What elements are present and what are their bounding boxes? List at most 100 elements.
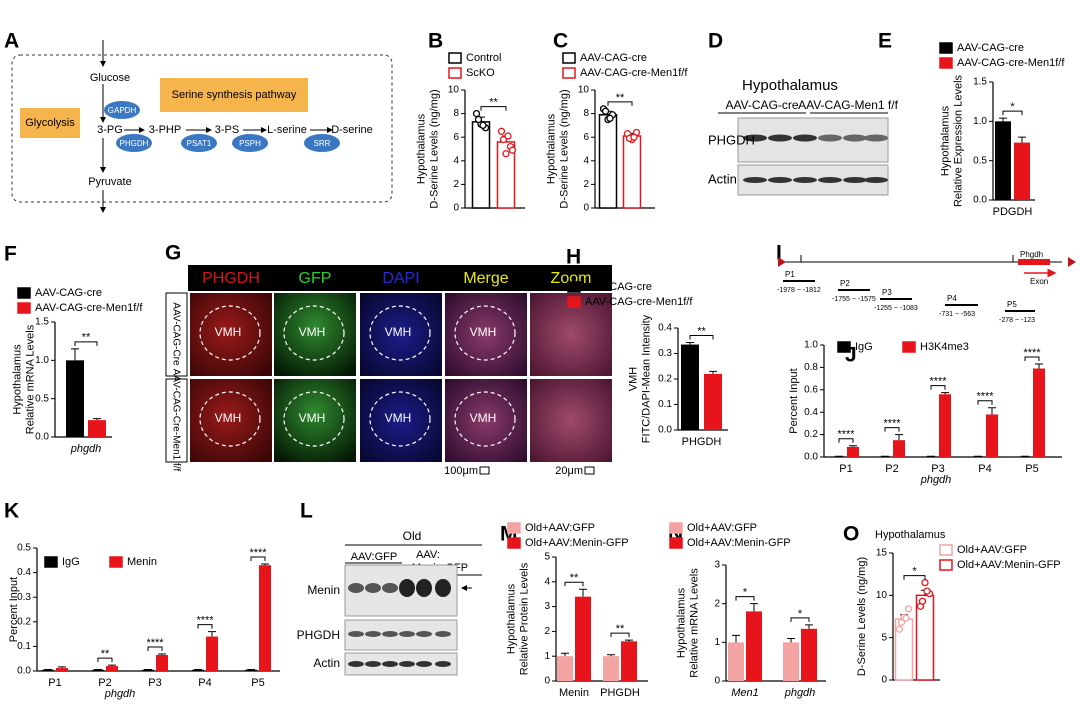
- y-tick-label: 0: [714, 676, 720, 687]
- error-bar: [941, 392, 949, 395]
- significance-label: ****: [1023, 347, 1041, 359]
- significance-bracket: [1002, 110, 1023, 116]
- y-axis-label: Hypothalamus: [675, 587, 687, 658]
- legend-swatch: [562, 52, 576, 64]
- x-axis-label: phgdh: [104, 688, 136, 700]
- error-bar: [561, 652, 569, 657]
- error-bar: [58, 666, 66, 669]
- y-tick-label: 1.0: [973, 116, 987, 127]
- y-tick-label: 0.0: [804, 452, 818, 463]
- significance-bracket: [564, 581, 584, 587]
- metabolite: Glucose: [90, 72, 130, 84]
- data-point: [502, 150, 510, 158]
- metabolite: Pyruvate: [88, 176, 131, 188]
- error-bar: [607, 654, 615, 657]
- region-outline: [454, 391, 516, 447]
- error-bar: [895, 434, 903, 441]
- bar: [728, 642, 744, 681]
- y-tick-label: 0.3: [17, 592, 31, 603]
- legend-swatch: [448, 67, 462, 79]
- bar: [1019, 456, 1031, 457]
- band: [348, 631, 364, 637]
- region-label: VMH: [215, 411, 242, 425]
- y-axis-label: Hypothalamus: [505, 583, 517, 654]
- panel-label: H: [566, 246, 581, 269]
- region-outline: [369, 391, 431, 447]
- bar: [893, 440, 905, 457]
- micrograph: [274, 293, 356, 376]
- exon: [1018, 259, 1050, 265]
- data-point: [479, 121, 487, 130]
- significance-label: ****: [837, 429, 855, 441]
- y-tick-label: 1.5: [973, 77, 987, 88]
- data-point: [630, 133, 638, 141]
- y-tick-label: 1.0: [35, 355, 49, 366]
- panel-label: K: [4, 500, 19, 523]
- significance-label: ****: [196, 615, 214, 627]
- panel-label: A: [4, 30, 19, 53]
- significance-bracket: [903, 575, 926, 580]
- y-axis-label: Hypothalamus: [11, 344, 23, 415]
- panel-label: E: [878, 30, 892, 53]
- y-axis-label: VMH: [627, 367, 639, 392]
- x-tick-label: Menin: [559, 687, 589, 699]
- label: AAV:: [416, 549, 440, 561]
- y-tick-label: 0.0: [658, 425, 672, 436]
- enzyme: [181, 134, 217, 152]
- region-outline: [283, 391, 345, 447]
- panel-label: C: [553, 30, 568, 53]
- enzyme: [116, 134, 152, 152]
- y-tick-label: 0.1: [17, 641, 31, 652]
- panel-label: I: [776, 242, 782, 265]
- region-outline: [454, 305, 516, 361]
- error-bar: [787, 637, 795, 643]
- legend-swatch: [939, 544, 953, 556]
- bar: [925, 456, 937, 457]
- legend-swatch: [567, 281, 581, 293]
- significance-bracket: [790, 617, 810, 622]
- end-marker: [778, 257, 786, 267]
- error-bar: [709, 370, 717, 374]
- bar: [603, 656, 619, 681]
- error-bar: [999, 117, 1007, 122]
- band: [435, 661, 451, 667]
- scale-label: 100μm: [444, 465, 478, 477]
- band: [435, 631, 451, 637]
- micrograph: [445, 379, 527, 462]
- significance-label: **: [82, 332, 91, 344]
- y-tick-label: 8: [583, 108, 589, 119]
- region-label: VMH: [299, 325, 326, 339]
- enzyme: [232, 134, 268, 152]
- legend-swatch: [939, 57, 953, 69]
- significance-label: ****: [883, 418, 901, 430]
- row-label: AAV-CAG-Cre: [170, 302, 181, 366]
- y-tick-label: 10: [448, 85, 460, 96]
- bar: [88, 420, 106, 437]
- x-tick-label: P4: [978, 463, 991, 475]
- bar: [42, 669, 54, 671]
- y-tick-label: 0.2: [804, 429, 818, 440]
- box: [160, 78, 308, 112]
- significance-label: **: [489, 97, 498, 109]
- channel-label: PHGDH: [202, 270, 260, 287]
- x-tick-label: P3: [148, 677, 161, 689]
- significance-label: **: [616, 623, 625, 635]
- row-frame: [165, 378, 188, 463]
- bar: [801, 628, 817, 681]
- primer-name: P1: [785, 270, 795, 279]
- significance-label: *: [743, 587, 748, 599]
- y-axis-label: Percent Input: [8, 577, 20, 642]
- region-outline: [199, 305, 261, 361]
- label: GAPDH: [108, 106, 137, 115]
- y-tick-label: 0.2: [17, 616, 31, 627]
- y-axis-label: Percent Input: [788, 368, 800, 433]
- bar: [833, 456, 845, 457]
- bar: [192, 669, 204, 671]
- legend-label: ScKO: [466, 67, 495, 79]
- error-bar: [750, 603, 758, 612]
- micrograph: [445, 293, 527, 376]
- error-bar: [579, 588, 587, 597]
- band: [818, 134, 842, 142]
- primer-name: P4: [947, 294, 957, 303]
- error-bar: [1018, 136, 1026, 143]
